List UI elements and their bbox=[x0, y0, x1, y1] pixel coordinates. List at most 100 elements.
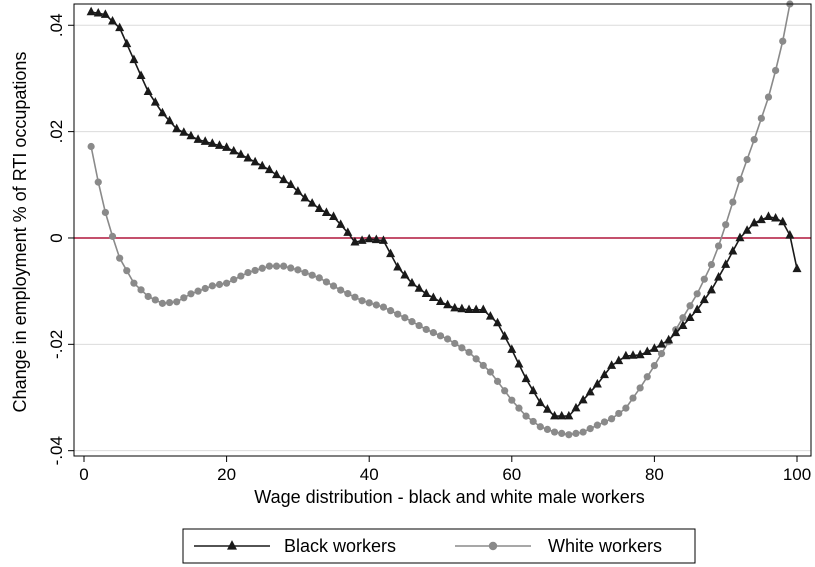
data-point bbox=[600, 418, 609, 426]
data-point bbox=[757, 114, 765, 122]
data-point bbox=[479, 361, 487, 370]
data-point bbox=[315, 274, 323, 282]
data-point bbox=[444, 335, 452, 343]
data-point bbox=[635, 349, 645, 359]
axes: 0 20 40 60 80 100 -.04 -.02 0 .02 .04 bbox=[47, 13, 811, 484]
data-point bbox=[778, 216, 788, 226]
data-point bbox=[364, 233, 374, 243]
x-tick-label: 40 bbox=[360, 465, 379, 484]
data-point bbox=[628, 350, 638, 359]
data-point bbox=[122, 38, 132, 48]
data-point bbox=[750, 136, 758, 144]
data-point bbox=[550, 428, 559, 436]
data-point bbox=[428, 292, 438, 302]
data-point bbox=[123, 267, 131, 275]
data-point bbox=[422, 325, 430, 334]
data-point bbox=[93, 8, 103, 17]
data-point bbox=[257, 160, 267, 170]
data-point bbox=[693, 290, 701, 298]
data-point bbox=[763, 211, 773, 220]
data-point bbox=[486, 368, 495, 376]
data-point bbox=[136, 70, 146, 80]
data-point bbox=[194, 287, 202, 295]
data-point bbox=[87, 142, 95, 151]
data-point bbox=[400, 269, 410, 279]
data-point bbox=[108, 232, 117, 240]
legend-item-white-workers: White workers bbox=[455, 536, 662, 556]
data-point bbox=[735, 232, 745, 242]
data-point bbox=[351, 293, 359, 301]
data-point bbox=[230, 276, 238, 284]
data-point bbox=[543, 425, 552, 434]
y-axis-title: Change in employment % of RTI occupation… bbox=[10, 52, 30, 413]
data-point bbox=[742, 225, 752, 234]
y-tick-label: -.02 bbox=[47, 330, 66, 359]
x-axis-title: Wage distribution - black and white male… bbox=[254, 487, 645, 507]
data-point bbox=[692, 304, 702, 314]
data-point bbox=[272, 262, 281, 270]
data-point bbox=[229, 145, 239, 155]
data-point bbox=[343, 227, 353, 236]
data-point bbox=[558, 429, 566, 437]
data-point bbox=[707, 260, 716, 269]
data-point bbox=[514, 358, 524, 368]
data-point bbox=[143, 86, 153, 95]
data-point bbox=[535, 397, 545, 407]
data-point bbox=[336, 219, 346, 228]
data-point bbox=[322, 278, 331, 286]
series-white-workers bbox=[87, 0, 794, 439]
data-point bbox=[493, 377, 502, 385]
data-point bbox=[472, 355, 480, 363]
data-point bbox=[379, 303, 388, 311]
data-point bbox=[515, 404, 523, 412]
data-point bbox=[272, 169, 282, 179]
data-point bbox=[308, 271, 316, 279]
data-point bbox=[186, 130, 196, 140]
legend: Black workers White workers bbox=[182, 528, 696, 564]
data-point bbox=[301, 268, 309, 277]
data-point bbox=[172, 123, 182, 133]
data-point bbox=[501, 387, 509, 395]
data-point bbox=[579, 428, 587, 436]
data-point bbox=[200, 136, 210, 145]
data-point bbox=[344, 290, 352, 298]
data-point bbox=[436, 296, 445, 306]
data-point bbox=[528, 385, 538, 395]
data-point bbox=[792, 263, 802, 273]
data-point bbox=[408, 318, 416, 326]
data-point bbox=[394, 310, 402, 318]
data-point bbox=[165, 298, 174, 307]
data-point bbox=[493, 317, 503, 327]
data-point bbox=[265, 262, 273, 270]
data-point bbox=[685, 312, 695, 321]
x-tick-label: 60 bbox=[502, 465, 521, 484]
data-point bbox=[187, 290, 195, 298]
data-point bbox=[223, 279, 231, 287]
data-point bbox=[629, 394, 637, 402]
data-point bbox=[464, 304, 474, 314]
data-point bbox=[378, 235, 388, 244]
data-point bbox=[415, 321, 423, 330]
data-point bbox=[785, 230, 795, 239]
data-point bbox=[700, 275, 708, 283]
data-point bbox=[179, 127, 189, 136]
data-point bbox=[451, 339, 459, 348]
data-point bbox=[706, 284, 716, 294]
plot-area-frame bbox=[73, 3, 812, 457]
data-point bbox=[237, 272, 245, 280]
data-point bbox=[350, 236, 360, 246]
data-point bbox=[572, 429, 580, 437]
data-point bbox=[699, 294, 709, 304]
data-point bbox=[358, 297, 366, 305]
data-point bbox=[622, 404, 630, 412]
data-point bbox=[728, 245, 738, 255]
data-point bbox=[593, 421, 601, 429]
data-point bbox=[386, 307, 395, 315]
data-point bbox=[714, 242, 723, 250]
data-point bbox=[137, 286, 145, 294]
data-point bbox=[721, 259, 731, 268]
data-point bbox=[592, 378, 602, 388]
data-point bbox=[507, 344, 517, 353]
data-point bbox=[150, 97, 160, 106]
data-point bbox=[722, 221, 730, 229]
